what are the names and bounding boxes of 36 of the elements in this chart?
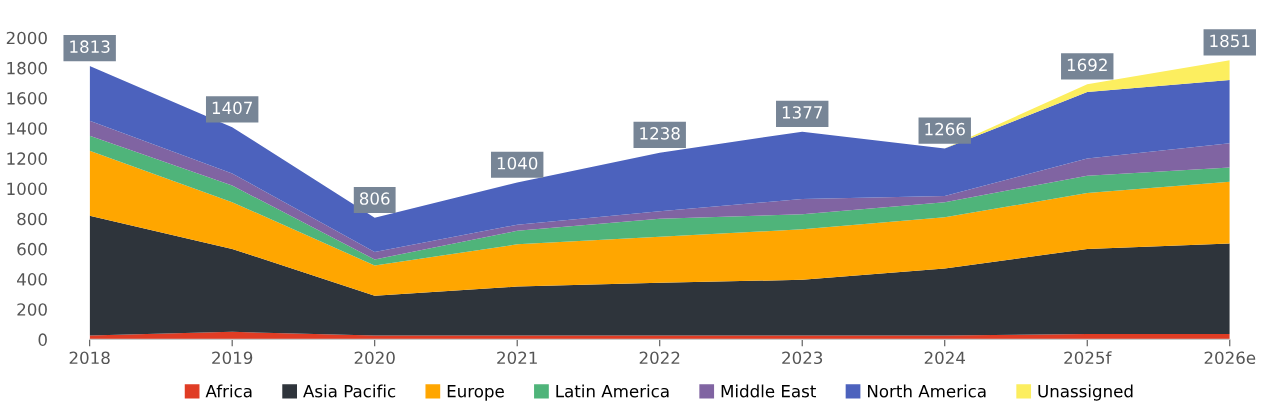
legend-label: Asia Pacific [303,384,396,398]
x-tick-label: 2018 [69,351,110,365]
x-tick-label: 2024 [924,351,966,365]
y-tick-label: 600 [17,242,47,256]
y-tick-label: 800 [17,212,47,226]
x-tick-label: 2025f [1064,351,1112,365]
y-tick-label: 200 [17,303,47,316]
y-tick-label: 2000 [6,31,47,45]
legend-label: North America [868,384,986,398]
total-label: 1851 [1210,34,1250,48]
total-label: 1692 [1067,58,1107,72]
x-tick-label: 2022 [639,351,680,365]
y-tick-label: 1200 [7,152,47,165]
y-tick-label: 1000 [7,182,47,196]
total-label: 1813 [70,40,110,53]
x-tick-label: 2026e [1204,351,1256,365]
x-tick-label: 2023 [782,351,823,365]
legend-label: Africa [205,384,252,398]
x-tick-label: 2019 [212,351,253,365]
total-label: 806 [359,192,390,205]
legend-label: Middle East [721,384,816,398]
total-label: 1407 [212,101,252,115]
x-tick-label: 2020 [354,351,395,365]
legend-label: Europe [447,385,504,401]
y-tick-label: 0 [38,333,47,346]
y-tick-label: 1600 [7,92,47,105]
y-tick-label: 1400 [7,122,47,135]
total-label: 1266 [925,122,965,136]
total-label: 1377 [782,106,823,119]
total-label: 1040 [497,156,538,170]
y-tick-label: 400 [17,273,47,286]
legend-label: Latin America [556,384,669,398]
x-tick-label: 2021 [497,351,537,365]
y-tick-label: 1800 [7,61,47,75]
total-label: 1238 [640,127,680,140]
legend-label: Unassigned [1038,384,1133,401]
